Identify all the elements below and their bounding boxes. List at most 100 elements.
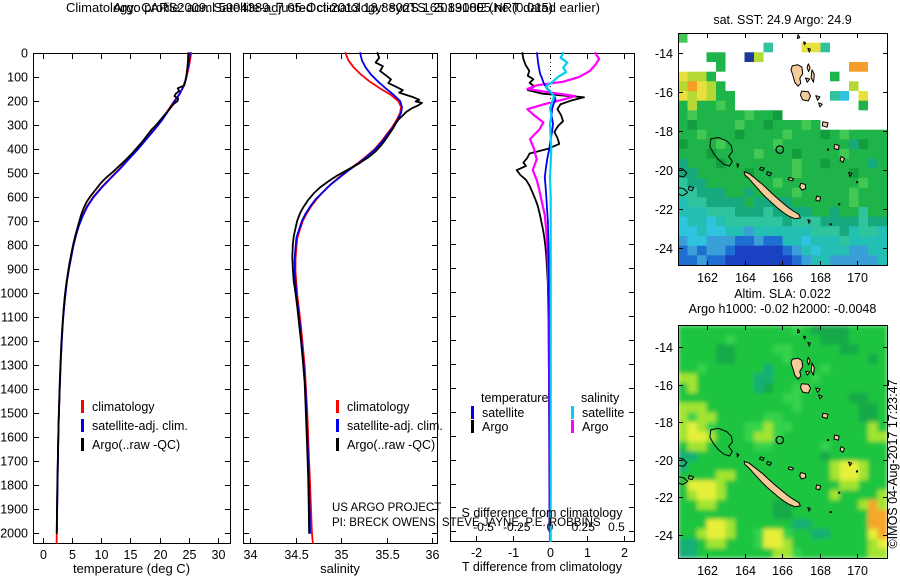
map-cell — [687, 499, 698, 511]
land-lifou — [799, 182, 807, 191]
land-ile-des-pins — [807, 507, 811, 512]
map-cell — [811, 402, 822, 413]
land-ambrym — [815, 387, 821, 393]
map-cell — [744, 158, 755, 169]
map-cell — [868, 207, 879, 218]
map-cell — [716, 334, 727, 345]
map-cell — [830, 236, 841, 247]
map-cell — [830, 325, 841, 336]
map-cell — [868, 81, 879, 92]
map-cell — [697, 548, 708, 558]
map-cell — [725, 245, 736, 256]
map-cell — [773, 100, 784, 111]
map-cell — [773, 139, 784, 150]
map-cell — [801, 100, 812, 111]
map-cell — [830, 412, 841, 423]
panel-frame — [450, 53, 635, 542]
map-cell — [754, 42, 765, 53]
map-cell — [830, 548, 841, 558]
map-cell — [744, 216, 755, 227]
map-cell — [830, 71, 841, 82]
map-cell — [735, 460, 746, 472]
map-cell — [849, 100, 860, 111]
map-cell — [839, 255, 850, 265]
map-cell — [773, 245, 784, 256]
map-cell — [735, 412, 746, 423]
map-cell — [830, 519, 841, 530]
map-cell — [868, 62, 879, 73]
map-cell — [678, 81, 689, 92]
map-cell — [735, 42, 746, 53]
reef-outline-reef-small-3 — [687, 185, 695, 192]
map-cell — [763, 216, 774, 227]
map-cell — [839, 373, 850, 384]
map-cell — [706, 81, 717, 92]
map-cell — [792, 91, 803, 102]
map-cell — [735, 451, 746, 462]
islet-dot — [838, 491, 841, 494]
map-cell — [858, 480, 869, 491]
map-cell — [801, 245, 812, 256]
map-cell — [773, 344, 784, 355]
map-cell — [839, 344, 850, 355]
x-tick-label: 34 — [244, 548, 258, 562]
map-cell — [678, 470, 689, 481]
map-cell — [744, 178, 755, 189]
map-cell — [706, 441, 717, 452]
map-cell — [839, 168, 850, 179]
map-cell — [839, 236, 850, 247]
map-cell — [735, 100, 746, 111]
map-cell — [839, 139, 850, 150]
map-cell — [782, 42, 793, 53]
map-cell — [687, 129, 698, 140]
map-cell — [782, 548, 793, 558]
map-cell — [706, 149, 717, 160]
map-cell — [716, 422, 727, 433]
map-cell — [697, 129, 708, 140]
map-cell — [744, 255, 755, 265]
map-cell — [716, 480, 727, 491]
map-cell — [725, 441, 736, 452]
map-cell — [858, 255, 869, 265]
map-cell — [763, 499, 774, 511]
map-cell — [687, 62, 698, 73]
map-cell — [763, 139, 774, 150]
map-cell — [801, 480, 812, 491]
map-cell — [706, 470, 717, 481]
map-cell — [725, 187, 736, 198]
map-cell — [773, 383, 784, 394]
map-cell — [744, 100, 755, 111]
map-cell — [687, 168, 698, 179]
map-cell — [811, 422, 822, 433]
map-cell — [839, 129, 850, 140]
map-cell — [820, 441, 831, 452]
map-cell — [811, 373, 822, 384]
map-cell — [716, 412, 727, 423]
land-lifou — [799, 472, 807, 480]
lon-tick-label: 168 — [810, 564, 831, 578]
map-cell — [839, 110, 850, 121]
map-cell — [820, 363, 831, 375]
map-cell — [678, 33, 689, 44]
credit-line-2: PI: BRECK OWENS, STEVE JAYNE, P.E. ROBBI… — [332, 517, 601, 529]
map-cell — [868, 52, 879, 63]
map-cell — [697, 431, 708, 443]
map-cell — [678, 255, 689, 265]
map-cell — [868, 178, 879, 189]
map-cell — [735, 158, 746, 169]
map-cell — [830, 129, 841, 140]
reef-outline-reef-small-3 — [687, 474, 695, 481]
panel-frame — [678, 33, 888, 266]
map-cell — [744, 149, 755, 160]
map-cell — [735, 363, 746, 375]
s-diff-tick-label: 0.25 — [572, 520, 596, 534]
map-cell — [782, 236, 793, 247]
map-cell — [725, 100, 736, 111]
map-cell — [830, 393, 841, 404]
map-cell — [858, 245, 869, 256]
map-cell — [735, 441, 746, 452]
map-cell — [868, 71, 879, 82]
land-maewo — [806, 63, 811, 73]
map-cell — [744, 236, 755, 247]
map-cell — [782, 110, 793, 121]
